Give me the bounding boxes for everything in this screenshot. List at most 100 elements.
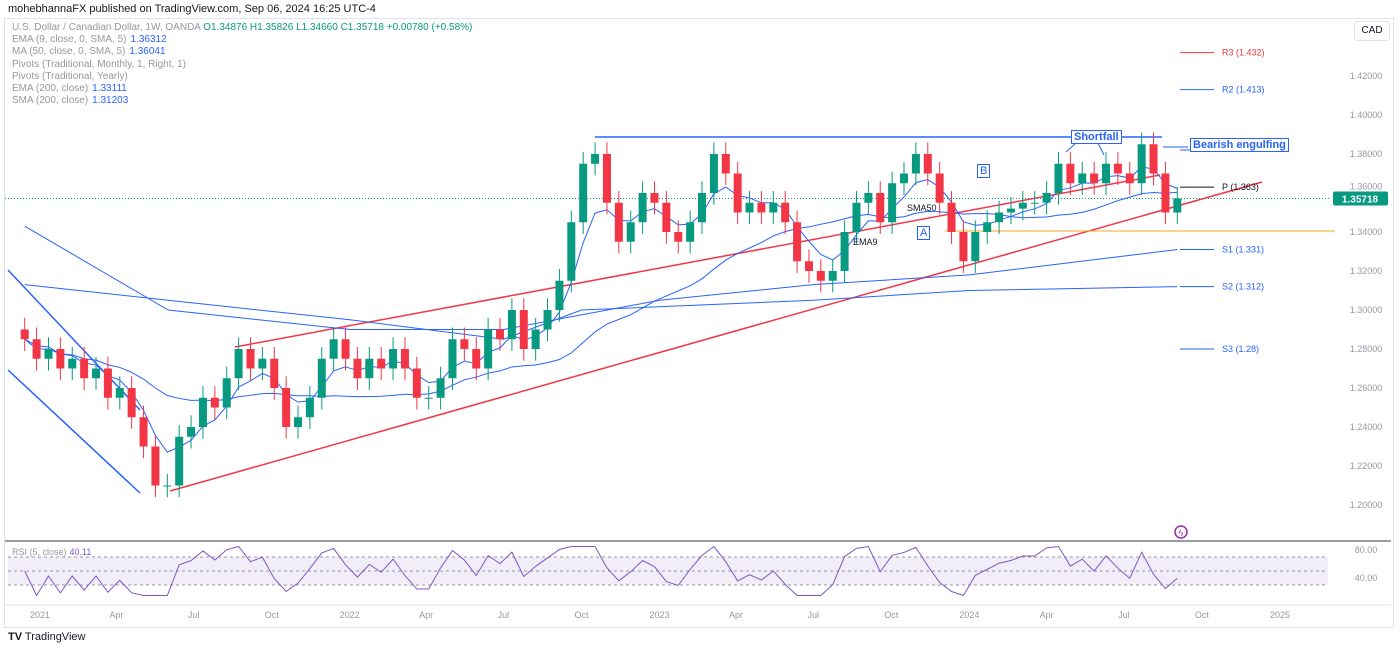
candle-body	[769, 202, 778, 213]
annotation-b[interactable]: B	[977, 164, 991, 178]
pivot-label: S2 (1.312)	[1222, 282, 1264, 292]
annotation-ema9: EMA9	[853, 237, 878, 247]
candle-body	[804, 261, 813, 271]
y-tick-label: 1.30000	[1350, 305, 1383, 315]
candle-body	[602, 154, 611, 203]
candle-body	[721, 154, 730, 174]
candle-body	[246, 349, 255, 369]
candle-body	[222, 378, 231, 408]
candle-body	[876, 193, 885, 223]
candle-body	[1078, 173, 1087, 184]
candle-body	[210, 397, 219, 408]
candle-body	[56, 349, 65, 369]
candle-body	[757, 202, 766, 213]
candle-body	[1042, 193, 1051, 203]
candle-body	[365, 358, 374, 379]
close-value: C1.35718	[340, 22, 384, 33]
candle-body	[496, 329, 505, 340]
publish-header: mohebhannaFX published on TradingView.co…	[8, 3, 376, 15]
tradingview-logo[interactable]: TV TradingView	[8, 631, 85, 643]
indicator-row[interactable]: Pivots (Traditional, Monthly, 1, Right, …	[12, 59, 472, 71]
candle-body	[1006, 208, 1015, 213]
x-tick-label: 2024	[959, 610, 979, 620]
indicator-row[interactable]: SMA (200, close) 1.31203	[12, 95, 472, 107]
sma200-line	[24, 284, 1178, 340]
tradingview-logo-text: TradingView	[24, 631, 86, 643]
candle-body	[32, 339, 41, 359]
chart-frame	[4, 18, 1394, 628]
candle-body	[448, 339, 457, 379]
y-tick-label: 1.26000	[1350, 383, 1383, 393]
candle-body	[151, 446, 160, 486]
candle-body	[115, 388, 124, 398]
indicator-row[interactable]: Pivots (Traditional, Yearly)	[12, 71, 472, 83]
tradingview-logo-mark: TV	[8, 631, 23, 643]
symbol-row: U.S. Dollar / Canadian Dollar, 1W, OANDA…	[12, 22, 472, 34]
lightning-icon	[1174, 525, 1188, 539]
candle-body	[983, 222, 992, 232]
candle-body	[234, 349, 243, 379]
x-tick-label: Apr	[1040, 610, 1054, 620]
rsi-value: 40.11	[69, 547, 92, 557]
indicator-row[interactable]: MA (50, close, 0, SMA, 5) 1.36041	[12, 46, 472, 58]
y-tick-label: 1.36000	[1350, 181, 1383, 191]
annotation-bearish-engulfing[interactable]: Bearish engulfing	[1190, 138, 1289, 152]
pivot-label: R2 (1.413)	[1222, 85, 1265, 95]
candle-body	[412, 368, 421, 398]
candle-body	[733, 173, 742, 213]
arrow-shortfall-left	[1065, 142, 1077, 153]
candle-body	[472, 349, 481, 369]
indicator-row[interactable]: EMA (9, close, 0, SMA, 5) 1.36312	[12, 34, 472, 46]
candle-body	[626, 222, 635, 242]
candle-body	[353, 358, 362, 379]
indicator-row[interactable]: EMA (200, close) 1.33111	[12, 83, 472, 95]
candle-body	[959, 232, 968, 262]
y-tick-label: 1.22000	[1350, 461, 1383, 471]
descending-channel-lower	[7, 369, 141, 494]
current-price-label: 1.35718	[1342, 194, 1379, 205]
candle-body	[1113, 163, 1122, 174]
candle-body	[781, 202, 790, 223]
x-tick-label: Apr	[109, 610, 123, 620]
symbol-name[interactable]: U.S. Dollar / Canadian Dollar, 1W, OANDA	[12, 22, 201, 33]
candle-body	[329, 339, 338, 359]
candle-body	[377, 358, 386, 369]
annotation-shortfall[interactable]: Shortfall	[1071, 130, 1122, 144]
candle-body	[294, 417, 303, 427]
candle-body	[187, 427, 196, 437]
candle-body	[674, 232, 683, 242]
y-tick-label: 1.28000	[1350, 344, 1383, 354]
candle-body	[175, 436, 184, 486]
pivot-label: P (1.363)	[1222, 182, 1259, 192]
candle-body	[793, 222, 802, 262]
candle-body	[686, 222, 695, 242]
candle-body	[507, 310, 516, 340]
rsi-legend[interactable]: RSI (5, close) 40.11	[12, 547, 91, 557]
candle-body	[389, 349, 398, 369]
candle-body	[840, 232, 849, 271]
candle-body	[947, 202, 956, 232]
candle-body	[888, 183, 897, 223]
x-tick-label: Apr	[729, 610, 743, 620]
indicator-name: Pivots (Traditional, Monthly, 1, Right, …	[12, 58, 186, 70]
candle-body	[484, 329, 493, 369]
currency-button[interactable]: CAD	[1354, 21, 1390, 41]
candle-body	[1066, 163, 1075, 184]
x-tick-label: Jul	[1118, 610, 1130, 620]
indicator-name: EMA (9, close, 0, SMA, 5)	[12, 34, 127, 46]
candle-body	[543, 310, 552, 330]
x-tick-label: 2021	[30, 610, 50, 620]
y-tick-label: 1.24000	[1350, 422, 1383, 432]
low-value: L1.34660	[296, 22, 338, 33]
candle-body	[614, 202, 623, 242]
candle-body	[662, 202, 671, 232]
candle-body	[80, 358, 89, 379]
candle-body	[971, 232, 980, 262]
candle-body	[1102, 163, 1111, 184]
candle-body	[258, 358, 267, 369]
annotation-a[interactable]: A	[917, 226, 931, 240]
candle-body	[1173, 198, 1182, 213]
indicator-name: MA (50, close, 0, SMA, 5)	[12, 46, 126, 58]
candle-body	[579, 163, 588, 223]
